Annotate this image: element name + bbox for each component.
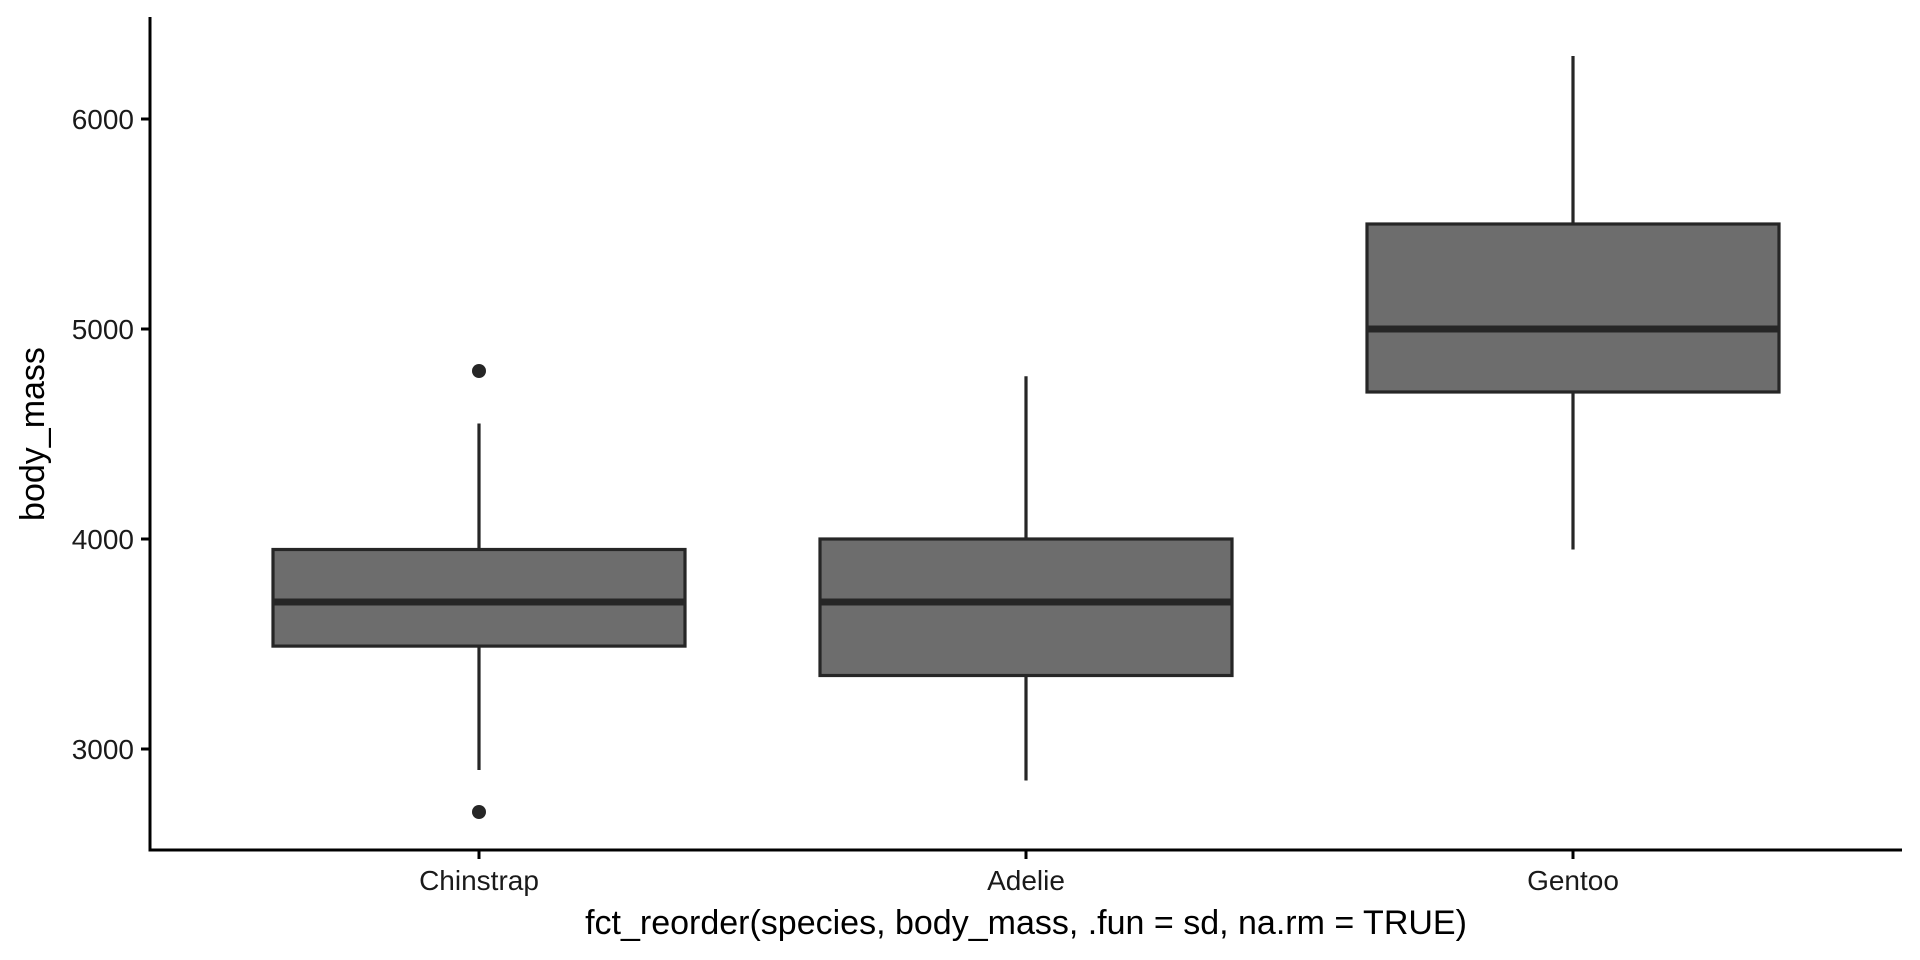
plot-area [271, 56, 1781, 819]
y-axis-title: body_mass [14, 347, 52, 521]
y-tick-label: 4000 [72, 524, 134, 555]
box-adelie [818, 376, 1234, 781]
x-tick-label: Adelie [987, 865, 1065, 896]
x-tick-label: Gentoo [1527, 865, 1619, 896]
y-tick-label: 3000 [72, 734, 134, 765]
iqr-box [1365, 222, 1781, 394]
x-axis: Chinstrap Adelie Gentoo [148, 848, 1902, 896]
x-axis-title: fct_reorder(species, body_mass, .fun = s… [585, 904, 1467, 942]
outlier-point [472, 364, 486, 378]
iqr-box [271, 547, 687, 648]
box-gentoo [1365, 56, 1781, 550]
box-chinstrap [271, 364, 687, 819]
x-tick-label: Chinstrap [419, 865, 539, 896]
y-axis: 3000 4000 5000 6000 [72, 17, 152, 852]
outlier-point [472, 805, 486, 819]
y-tick-label: 6000 [72, 104, 134, 135]
y-tick-label: 5000 [72, 314, 134, 345]
iqr-box [818, 537, 1234, 678]
